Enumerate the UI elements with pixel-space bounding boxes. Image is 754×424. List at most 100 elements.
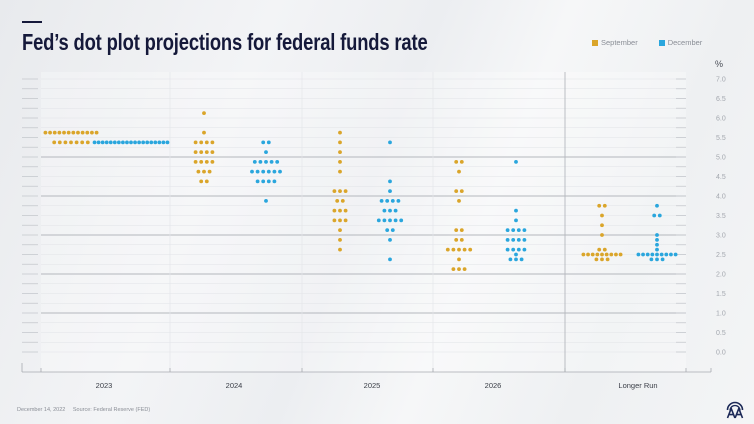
dot-december (655, 257, 659, 262)
dot-september (196, 169, 201, 174)
legend-item-september: September (592, 38, 638, 47)
dot-december (165, 140, 170, 145)
dot-september (69, 140, 73, 145)
dot-september (614, 252, 618, 257)
dot-september (80, 130, 85, 135)
dot-december (657, 213, 662, 218)
dot-december (514, 208, 518, 213)
legend-swatch-september (592, 39, 598, 46)
dot-december (649, 257, 654, 262)
dot-september (202, 130, 206, 135)
dot-september (600, 252, 604, 257)
dot-december (388, 140, 392, 145)
legend-swatch-december (658, 39, 665, 46)
dot-september (207, 169, 212, 174)
dot-september (457, 247, 461, 252)
page-title: Fed’s dot plot projections for federal f… (22, 29, 428, 55)
dot-december (655, 233, 659, 237)
y-tick-label: 4.5 (716, 174, 726, 181)
dot-september (602, 247, 607, 252)
dot-september (609, 252, 614, 257)
dot-december (514, 257, 518, 262)
dot-december (379, 198, 384, 203)
dot-september (338, 218, 342, 223)
dot-september (586, 252, 590, 257)
dot-december (655, 252, 659, 257)
dot-december (255, 179, 260, 184)
dot-september (76, 130, 80, 135)
dot-september (204, 159, 209, 164)
dot-december (508, 257, 513, 262)
footer-date: December 14, 2022 (17, 407, 66, 413)
dot-december (516, 247, 521, 252)
dot-december (145, 140, 150, 145)
dot-september (193, 140, 198, 145)
y-axis-unit-label: % (715, 59, 724, 69)
x-category-label-2023: 2023 (95, 381, 113, 390)
dot-september (457, 198, 461, 203)
dot-december (664, 252, 669, 257)
dot-september (338, 228, 342, 233)
dot-december (393, 208, 398, 213)
dot-september (338, 247, 342, 252)
dot-september (202, 169, 206, 174)
dot-september (193, 150, 198, 155)
dot-september (454, 159, 459, 164)
dot-september (581, 252, 586, 257)
dot-september (204, 179, 209, 184)
dot-september (62, 130, 66, 135)
dot-december (396, 198, 401, 203)
y-tick-label: 5.5 (716, 135, 726, 142)
dot-september (618, 252, 623, 257)
dot-september (94, 130, 99, 135)
dot-december (264, 150, 268, 155)
dot-september (199, 140, 204, 145)
dot-december (278, 169, 282, 174)
y-tick-label: 0.5 (716, 330, 726, 337)
dot-december (650, 252, 655, 257)
dot-december (108, 140, 113, 145)
dot-december (516, 237, 521, 242)
y-tick-label: 7.0 (716, 77, 726, 84)
dot-september (451, 267, 456, 272)
y-tick-label: 6.0 (716, 116, 726, 123)
dot-december (96, 140, 101, 145)
dot-december (261, 179, 266, 184)
y-tick-label: 1.0 (716, 311, 726, 318)
dot-december (388, 179, 392, 184)
dot-december (388, 218, 392, 223)
legend-label-december: December (667, 38, 703, 47)
dot-december (641, 252, 645, 257)
dot-september (594, 257, 599, 262)
dot-september (457, 169, 461, 174)
dot-september (48, 130, 52, 135)
dot-september (199, 159, 204, 164)
legend-label-september: September (601, 38, 638, 47)
dot-december (157, 140, 162, 145)
dot-december (519, 257, 524, 262)
dot-december (505, 228, 510, 233)
dot-september (85, 130, 90, 135)
dot-september (445, 247, 450, 252)
dot-december (505, 247, 510, 252)
dot-september (338, 130, 342, 135)
dot-december (269, 159, 274, 164)
footer-source: Source: Federal Reserve (FED) (72, 407, 151, 413)
dot-september (338, 189, 342, 194)
dot-september (343, 208, 348, 213)
dot-december (390, 198, 395, 203)
y-tick-label: 2.0 (716, 272, 726, 279)
dot-september (600, 223, 604, 228)
dot-december (264, 159, 268, 164)
dot-december (514, 218, 518, 223)
dot-september (462, 247, 467, 252)
dot-december (376, 218, 381, 223)
y-tick-label: 1.5 (716, 291, 726, 298)
dot-december (522, 228, 527, 233)
dot-september (343, 189, 348, 194)
dot-september (332, 208, 337, 213)
dot-september (199, 150, 204, 155)
dot-september (338, 159, 342, 164)
dot-september (332, 218, 337, 223)
